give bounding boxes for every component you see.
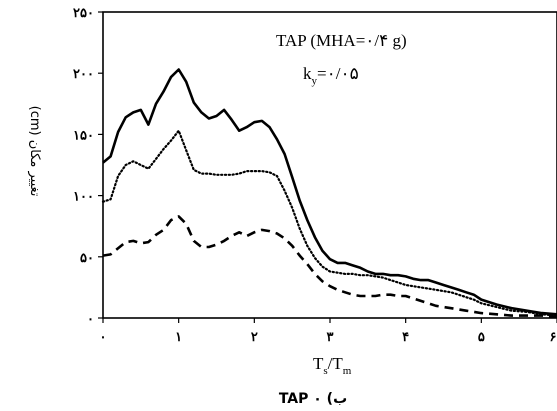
x-axis-title: Ts/Tm	[313, 354, 352, 377]
y-tick-label: ۰	[87, 312, 94, 327]
y-axis-title: تغییر مکان (cm)	[27, 106, 42, 197]
y-tick-label: ۲۰۰	[73, 67, 94, 82]
x-tick-label: ۵	[478, 330, 485, 345]
annotation-k: k	[303, 64, 312, 83]
ticks-group: ۰ ۱ ۲ ۳ ۴ ۵ ۶ ۰ ۵۰ ۱۰۰ ۱۵۰ ۲۰۰ ۲۵۰	[73, 6, 557, 345]
y-tick-label: ۱۵۰	[73, 128, 94, 143]
y-tick-label: ۲۵۰	[73, 6, 94, 21]
series-group	[101, 68, 557, 319]
annotation-k-sub: y	[312, 75, 318, 87]
x-axis-title-slash: /	[328, 354, 333, 373]
y-tick-label: ۱۰۰	[73, 190, 94, 205]
y-tick-label: ۵۰	[80, 251, 94, 266]
x-tick-label: ۴	[402, 330, 409, 345]
x-axis-title-t2: T	[332, 354, 343, 373]
annotation-line1: TAP (MHA=۰/۴ g)	[276, 31, 407, 50]
series-line-dashed	[102, 215, 557, 319]
x-tick-label: ۲	[251, 330, 258, 345]
series-line-solid	[102, 68, 557, 316]
annotation-line2: ky=۰/۰۵	[303, 64, 359, 87]
x-tick-label: ۳	[327, 330, 334, 345]
annotation-k-rest: =۰/۰۵	[317, 64, 359, 83]
x-axis-title-s: s	[323, 365, 327, 377]
x-tick-label: ۰	[100, 330, 107, 345]
chart-caption: ب) TAP ۰	[279, 391, 347, 407]
x-axis-title-t1: T	[313, 354, 324, 373]
series-line-dotted	[101, 129, 557, 317]
x-tick-label: ۱	[175, 330, 182, 345]
x-axis-title-m: m	[343, 365, 352, 377]
x-tick-label: ۶	[550, 330, 557, 345]
